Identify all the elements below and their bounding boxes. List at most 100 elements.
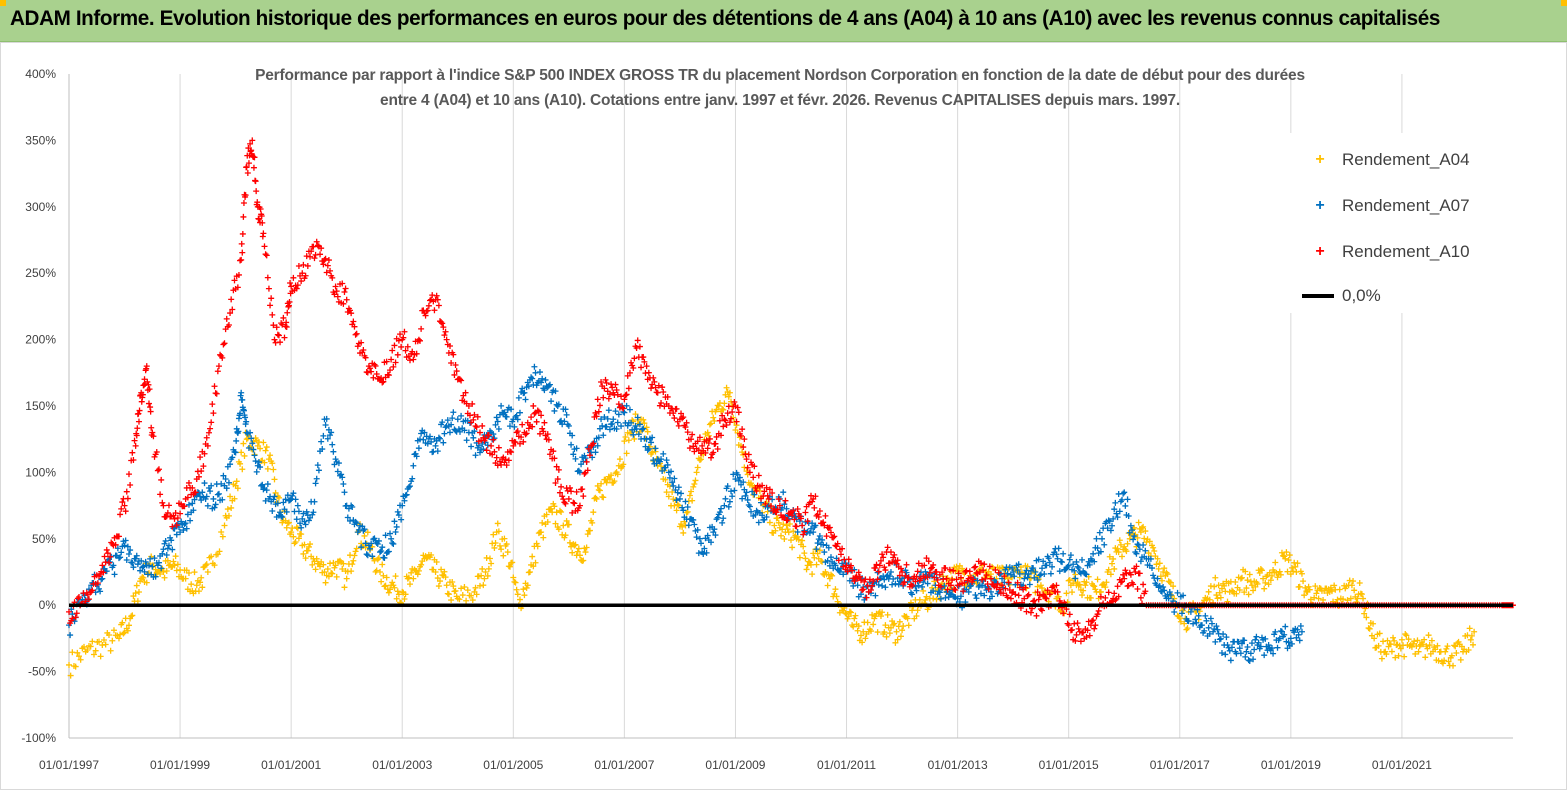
data-point xyxy=(303,508,310,515)
data-point xyxy=(731,398,738,405)
data-point xyxy=(1245,591,1252,598)
data-point xyxy=(600,432,607,439)
data-point xyxy=(739,426,746,433)
data-point xyxy=(912,583,919,590)
data-point xyxy=(539,425,546,432)
data-point xyxy=(827,529,834,536)
data-point xyxy=(952,587,959,594)
data-point xyxy=(465,403,472,409)
data-point xyxy=(98,576,105,583)
data-point xyxy=(442,328,449,335)
data-point xyxy=(248,435,255,442)
data-point xyxy=(283,508,290,515)
legend-item-a07: + Rendement_A07 xyxy=(1302,193,1469,219)
data-point xyxy=(189,484,196,491)
data-point xyxy=(443,336,450,343)
data-point xyxy=(1296,583,1303,590)
data-point xyxy=(199,584,206,591)
data-point xyxy=(450,583,457,590)
data-point xyxy=(901,579,908,586)
data-point xyxy=(1426,642,1433,649)
data-point xyxy=(942,565,949,572)
data-point xyxy=(322,422,329,428)
data-point xyxy=(713,433,720,440)
data-point xyxy=(626,406,633,413)
data-point xyxy=(402,591,409,598)
data-point xyxy=(427,297,433,304)
data-point xyxy=(936,589,943,596)
data-point xyxy=(548,398,555,405)
data-point xyxy=(729,409,736,416)
data-point xyxy=(389,540,396,547)
data-point xyxy=(1215,582,1222,589)
data-point xyxy=(408,569,415,576)
data-point xyxy=(615,411,622,418)
data-point xyxy=(160,502,167,509)
data-point xyxy=(912,578,919,585)
data-point xyxy=(881,576,888,583)
data-point xyxy=(596,487,603,494)
data-point xyxy=(995,569,1002,576)
data-point xyxy=(1376,630,1383,637)
data-point xyxy=(1298,628,1305,635)
data-point xyxy=(1030,598,1037,605)
data-point xyxy=(243,418,250,425)
data-point xyxy=(1205,588,1212,595)
data-point xyxy=(552,520,559,527)
data-point xyxy=(394,351,401,358)
data-point xyxy=(554,476,561,483)
data-point xyxy=(1140,581,1147,588)
data-point xyxy=(435,302,442,309)
data-point xyxy=(261,243,268,250)
data-point xyxy=(683,419,690,426)
data-point xyxy=(751,463,758,470)
data-point xyxy=(530,563,537,570)
data-point xyxy=(1207,615,1214,622)
data-point xyxy=(812,493,819,500)
data-point xyxy=(658,463,665,470)
data-point xyxy=(233,478,240,485)
data-point xyxy=(1444,643,1451,650)
data-point xyxy=(307,514,314,521)
data-point xyxy=(92,647,99,654)
chart-title-line-1: Performance par rapport à l'indice S&P 5… xyxy=(255,67,1305,84)
data-point xyxy=(766,486,773,493)
data-point xyxy=(675,484,682,491)
data-point xyxy=(825,525,832,532)
data-point xyxy=(401,328,408,335)
data-point xyxy=(382,532,389,539)
data-point xyxy=(269,507,276,514)
data-point xyxy=(633,425,640,432)
data-point xyxy=(1083,634,1090,641)
data-point xyxy=(505,457,512,464)
data-point xyxy=(163,551,170,558)
data-point xyxy=(780,489,787,496)
data-point xyxy=(378,578,385,585)
data-point xyxy=(297,520,304,527)
data-point xyxy=(873,561,880,568)
data-point xyxy=(601,414,608,421)
data-point xyxy=(1302,584,1309,591)
data-point xyxy=(1350,578,1357,585)
data-point xyxy=(421,429,428,436)
data-point xyxy=(1297,623,1304,630)
data-point xyxy=(1094,611,1101,618)
data-point xyxy=(669,479,676,486)
data-point xyxy=(1121,489,1128,496)
data-point xyxy=(498,461,505,468)
x-tick-label: 01/01/2003 xyxy=(372,758,432,772)
data-point xyxy=(1032,569,1039,575)
data-point xyxy=(973,595,980,602)
data-point xyxy=(644,428,651,435)
data-point xyxy=(880,554,887,561)
data-point xyxy=(712,532,719,539)
data-point xyxy=(490,436,497,443)
data-point xyxy=(1228,644,1235,651)
data-point xyxy=(1398,636,1405,643)
data-point xyxy=(1102,594,1109,601)
data-point xyxy=(397,331,404,338)
data-point xyxy=(827,571,834,578)
data-point xyxy=(458,412,465,419)
data-point xyxy=(722,495,729,502)
data-point xyxy=(1024,563,1031,570)
